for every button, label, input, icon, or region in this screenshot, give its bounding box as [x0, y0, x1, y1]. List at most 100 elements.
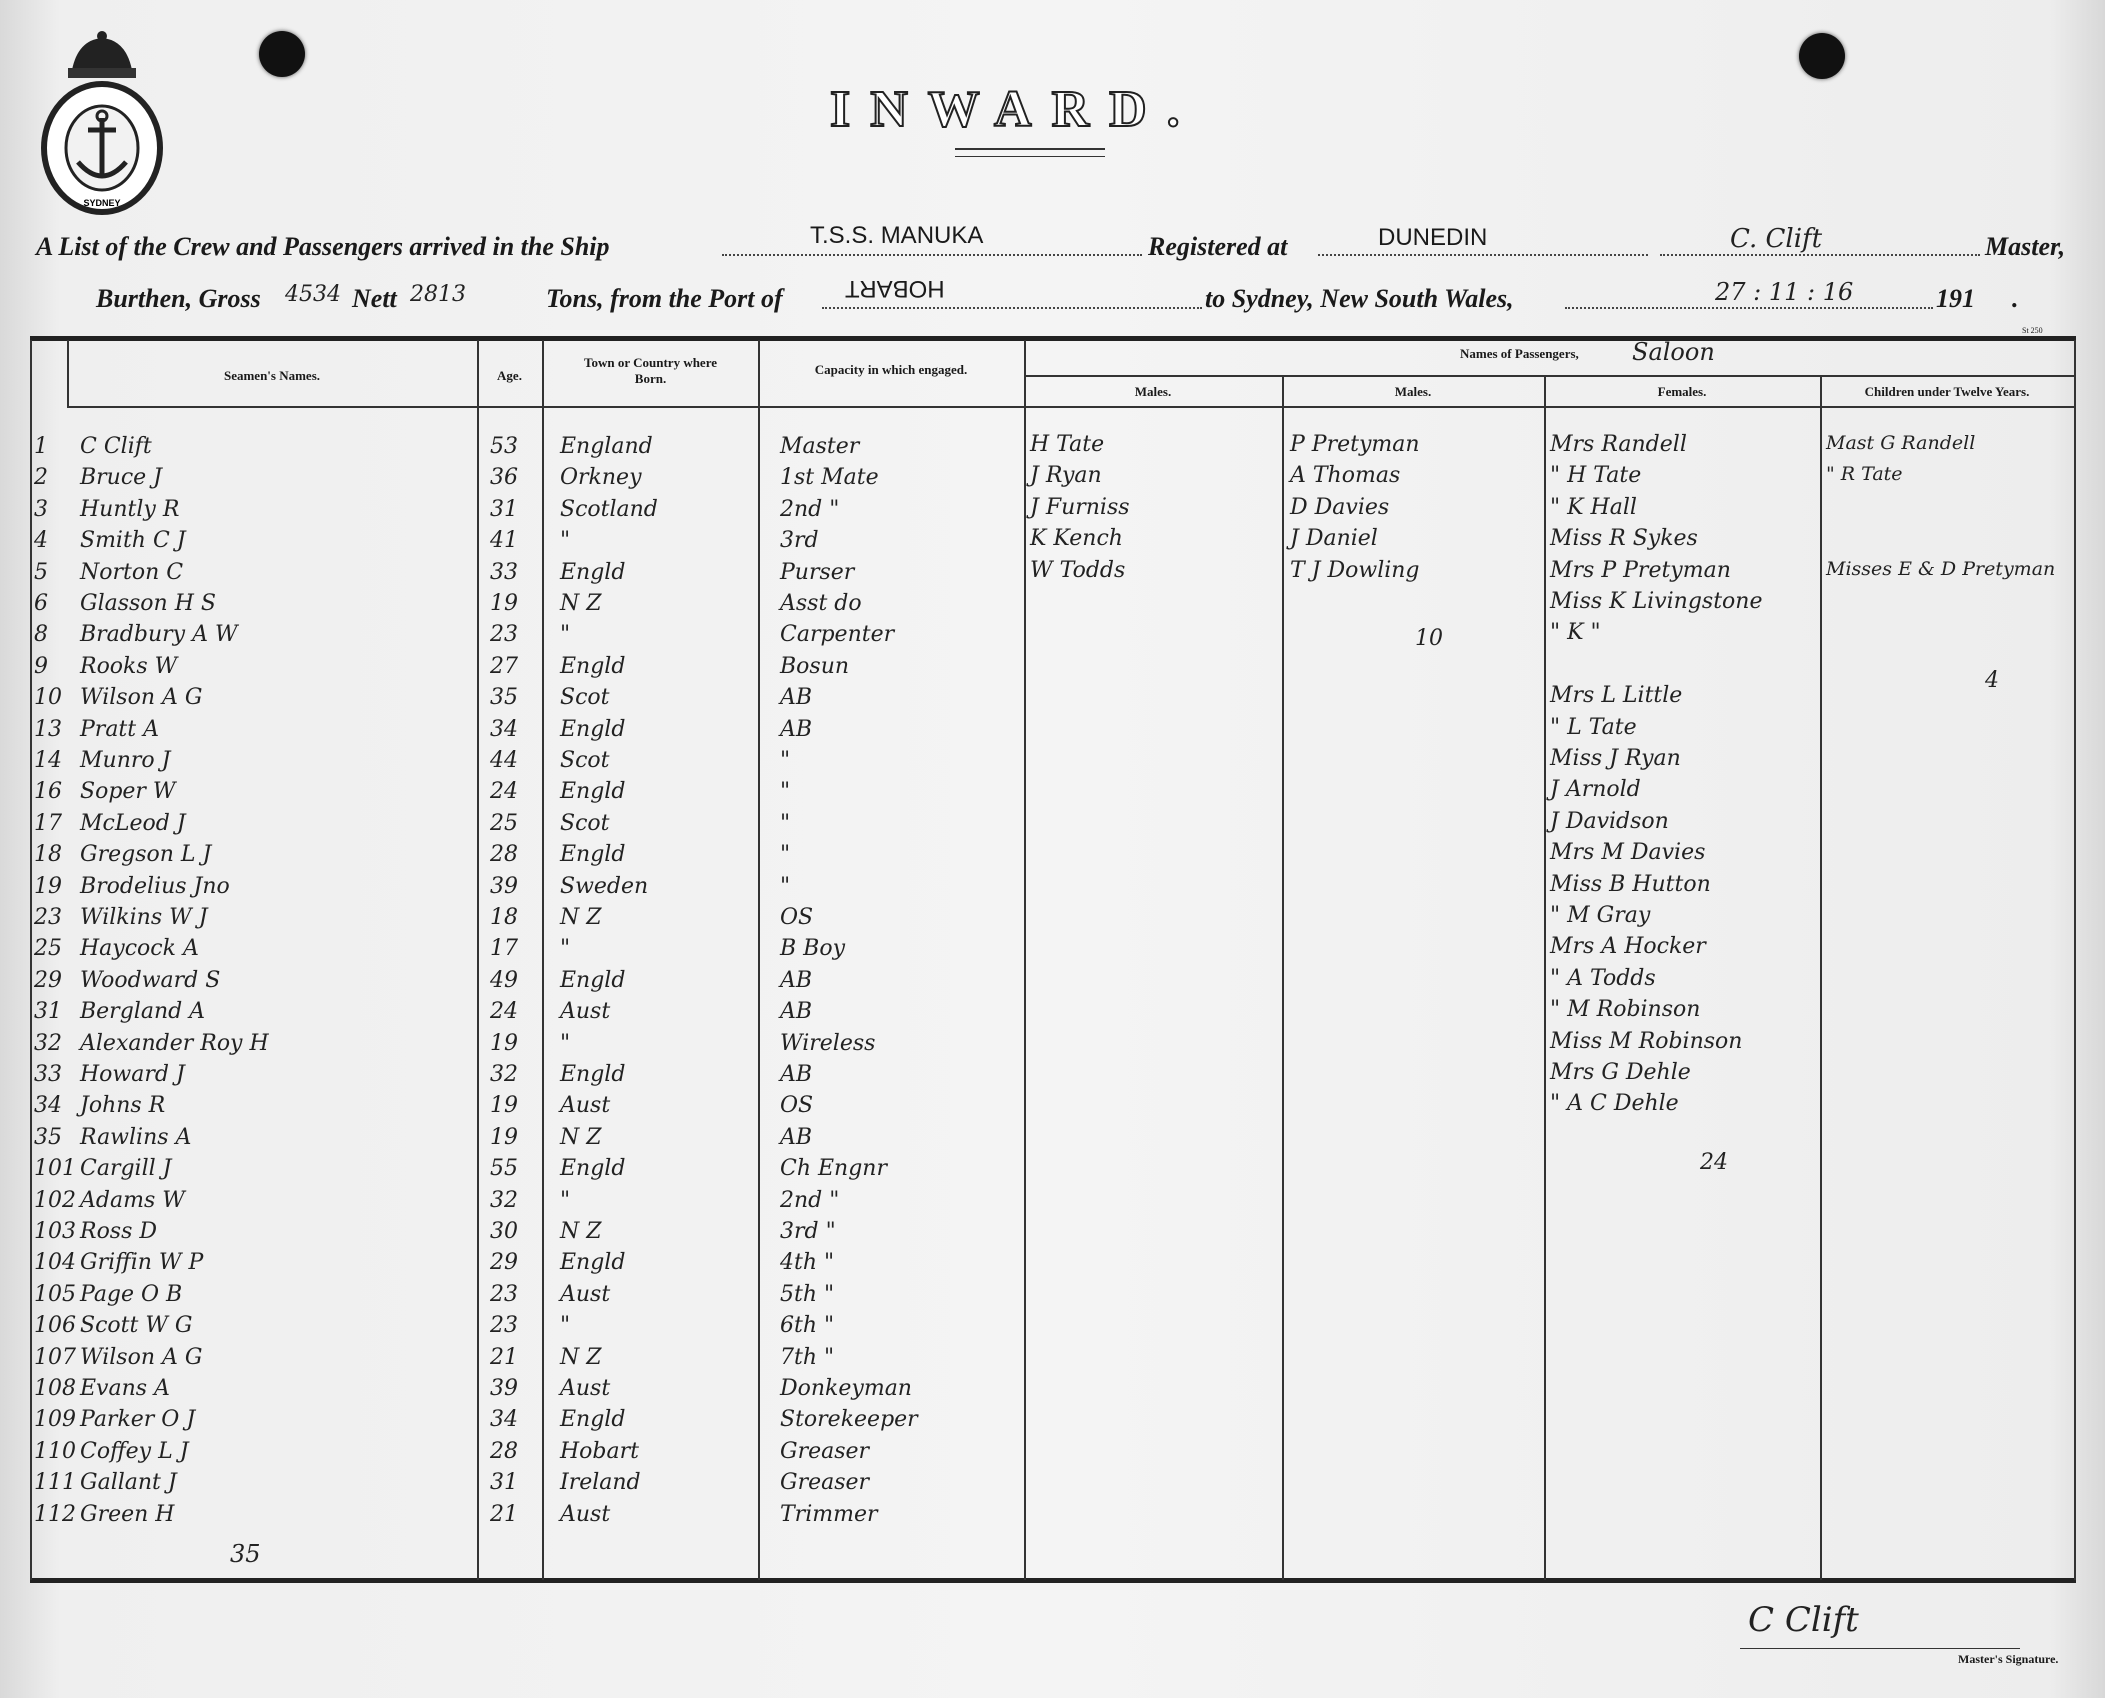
crew-row: 111 Gallant J 31 Ireland Greaser: [0, 1468, 2105, 1499]
crew-name: Rooks W: [80, 653, 178, 679]
column-rule: [1024, 340, 1026, 1580]
female-passenger: Mrs M Davies: [1550, 840, 1706, 866]
crew-number: 105: [34, 1281, 76, 1307]
crew-number: 1: [34, 434, 48, 459]
crew-age: 24: [490, 779, 518, 805]
crew-capacity: Storekeeper: [780, 1407, 918, 1433]
crew-age: 24: [490, 999, 518, 1025]
crew-capacity: Greaser: [780, 1438, 870, 1464]
crew-number: 8: [34, 622, 48, 648]
crew-age: 34: [490, 716, 518, 742]
female-passenger: J Arnold: [1550, 777, 1641, 803]
crew-row: 35 Rawlins A 19 N Z AB: [0, 1123, 2105, 1154]
crew-capacity: Carpenter: [780, 622, 895, 648]
crew-name: Johns R: [80, 1093, 166, 1119]
crew-capacity: Bosun: [780, 653, 850, 679]
crew-name: Alexander Roy H: [80, 1030, 269, 1056]
males-total: 10: [1415, 626, 1443, 651]
female-passenger: " L Tate: [1550, 714, 1637, 740]
crew-name: Rawlins A: [80, 1124, 192, 1150]
title-underline: [955, 148, 1105, 157]
crew-capacity: ": [780, 873, 791, 899]
crew-birthplace: Engld: [560, 1156, 626, 1182]
crew-number: 106: [34, 1313, 76, 1339]
crew-birthplace: Engld: [560, 716, 626, 742]
crew-row: 110 Coffey L J 28 Hobart Greaser: [0, 1437, 2105, 1468]
signature-label: Master's Signature.: [1958, 1652, 2059, 1666]
crew-row: 107 Wilson A G 21 N Z 7th ": [0, 1343, 2105, 1374]
destination-label: to Sydney, New South Wales,: [1205, 284, 1514, 313]
crew-row: 16 Soper W 24 Engld ": [0, 777, 2105, 808]
crew-row: 104 Griffin W P 29 Engld 4th ": [0, 1248, 2105, 1279]
crew-number: 110: [34, 1438, 76, 1464]
crew-birthplace: Engld: [560, 1062, 626, 1087]
crew-capacity: ": [780, 810, 791, 836]
male-passenger: J Daniel: [1290, 526, 1378, 552]
crew-age: 44: [490, 748, 518, 773]
crew-number: 107: [34, 1344, 76, 1370]
crew-name: Soper W: [80, 779, 176, 805]
crew-number: 103: [34, 1219, 76, 1244]
crew-name: Evans A: [80, 1376, 170, 1401]
crew-age: 31: [490, 1470, 518, 1496]
male-passenger: T J Dowling: [1290, 557, 1420, 583]
male-passenger: A Thomas: [1290, 463, 1401, 489]
crew-name: Haycock A: [80, 936, 199, 962]
female-passenger: " K ": [1550, 620, 1601, 646]
crew-row: 101 Cargill J 55 Engld Ch Engnr: [0, 1154, 2105, 1185]
crew-capacity: B Boy: [780, 936, 846, 962]
crew-name: Huntly R: [80, 496, 180, 522]
crew-age: 49: [490, 967, 518, 993]
col-age: Age.: [497, 368, 522, 383]
crew-name: Norton C: [80, 559, 184, 585]
registered-port: DUNEDIN: [1378, 224, 1488, 251]
crew-capacity: Trimmer: [780, 1501, 878, 1527]
crew-age: 19: [490, 591, 518, 616]
crew-number: 14: [34, 748, 62, 773]
crew-capacity: Donkeyman: [780, 1376, 912, 1401]
crew-name: McLeod J: [80, 810, 186, 836]
crew-capacity: Ch Engnr: [780, 1156, 887, 1182]
crew-row: 112 Green H 21 Aust Trimmer: [0, 1500, 2105, 1531]
crew-number: 6: [34, 591, 48, 616]
crew-row: 32 Alexander Roy H 19 " Wireless: [0, 1029, 2105, 1060]
crew-age: 18: [490, 905, 518, 930]
crew-birthplace: Sweden: [560, 873, 649, 899]
crew-number: 102: [34, 1187, 76, 1213]
crew-age: 39: [490, 873, 518, 899]
crew-row: 23 Wilkins W J 18 N Z OS: [0, 903, 2105, 934]
master-signature: C Clift: [1748, 1600, 1859, 1640]
female-passenger: Mrs G Dehle: [1550, 1060, 1691, 1085]
crew-number: 16: [34, 779, 62, 805]
crew-birthplace: Engld: [560, 1407, 626, 1433]
female-passenger: Miss K Livingstone: [1550, 589, 1763, 614]
crew-row: 33 Howard J 32 Engld AB: [0, 1060, 2105, 1091]
crew-name: Page O B: [80, 1281, 183, 1307]
crew-row: 19 Brodelius Jno 39 Sweden ": [0, 872, 2105, 903]
form-number: St 250: [2022, 326, 2043, 335]
column-rule: [1544, 376, 1546, 1580]
bottom-rule: [30, 1578, 2076, 1583]
crew-number: 19: [34, 873, 62, 899]
crew-row: 6 Glasson H S 19 N Z Asst do: [0, 589, 2105, 620]
crew-name: Pratt A: [80, 716, 159, 742]
crew-number: 31: [34, 999, 62, 1025]
crew-name: Bruce J: [80, 465, 163, 491]
crew-number: 109: [34, 1407, 76, 1433]
crew-age: 23: [490, 1281, 518, 1307]
crew-number: 18: [34, 842, 62, 868]
crew-number: 33: [34, 1062, 62, 1087]
crew-name: Bergland A: [80, 999, 206, 1025]
crew-number: 3: [34, 496, 48, 522]
crew-birthplace: Aust: [560, 1093, 611, 1119]
crew-birthplace: N Z: [560, 1219, 602, 1244]
crew-age: 30: [490, 1219, 518, 1244]
crew-number: 10: [34, 685, 62, 711]
crew-row: 31 Bergland A 24 Aust AB: [0, 997, 2105, 1028]
arrival-date: 27 : 11 : 16: [1715, 278, 1854, 306]
crew-number: 104: [34, 1250, 76, 1276]
crew-birthplace: ": [560, 622, 571, 648]
child-passenger: Misses E & D Pretyman: [1826, 557, 2056, 580]
child-passenger: Mast G Randell: [1826, 432, 1976, 454]
crew-name: Glasson H S: [80, 591, 216, 616]
